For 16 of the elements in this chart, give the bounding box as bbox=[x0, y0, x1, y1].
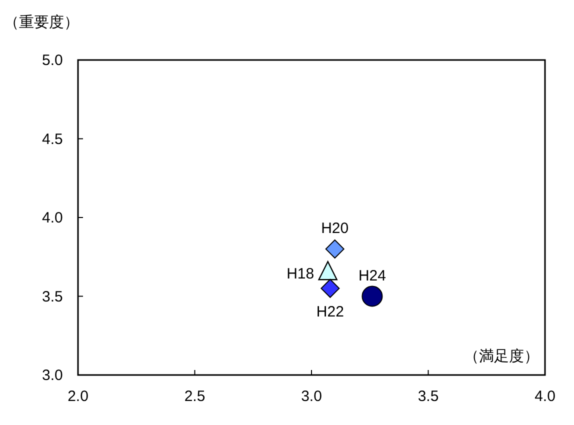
xtick: 3.5 bbox=[418, 388, 439, 405]
ytick: 5.0 bbox=[42, 52, 63, 69]
ytick: 3.5 bbox=[42, 288, 63, 306]
ytick: 4.0 bbox=[42, 210, 63, 226]
ylabel: （重要度） bbox=[4, 14, 79, 31]
xtick: 4.0 bbox=[534, 388, 556, 405]
xtick: 2.0 bbox=[68, 388, 88, 405]
point-label: H22 bbox=[316, 303, 344, 320]
ytick: 4.5 bbox=[42, 130, 63, 148]
xtick: 2.5 bbox=[184, 388, 206, 405]
xlabel: （満足度） bbox=[464, 348, 539, 365]
xtick: 3.0 bbox=[301, 388, 322, 405]
point-label: H18 bbox=[286, 266, 314, 283]
point-label: H24 bbox=[358, 267, 386, 284]
point-label: H20 bbox=[321, 220, 349, 237]
ytick: 3.0 bbox=[42, 367, 63, 384]
